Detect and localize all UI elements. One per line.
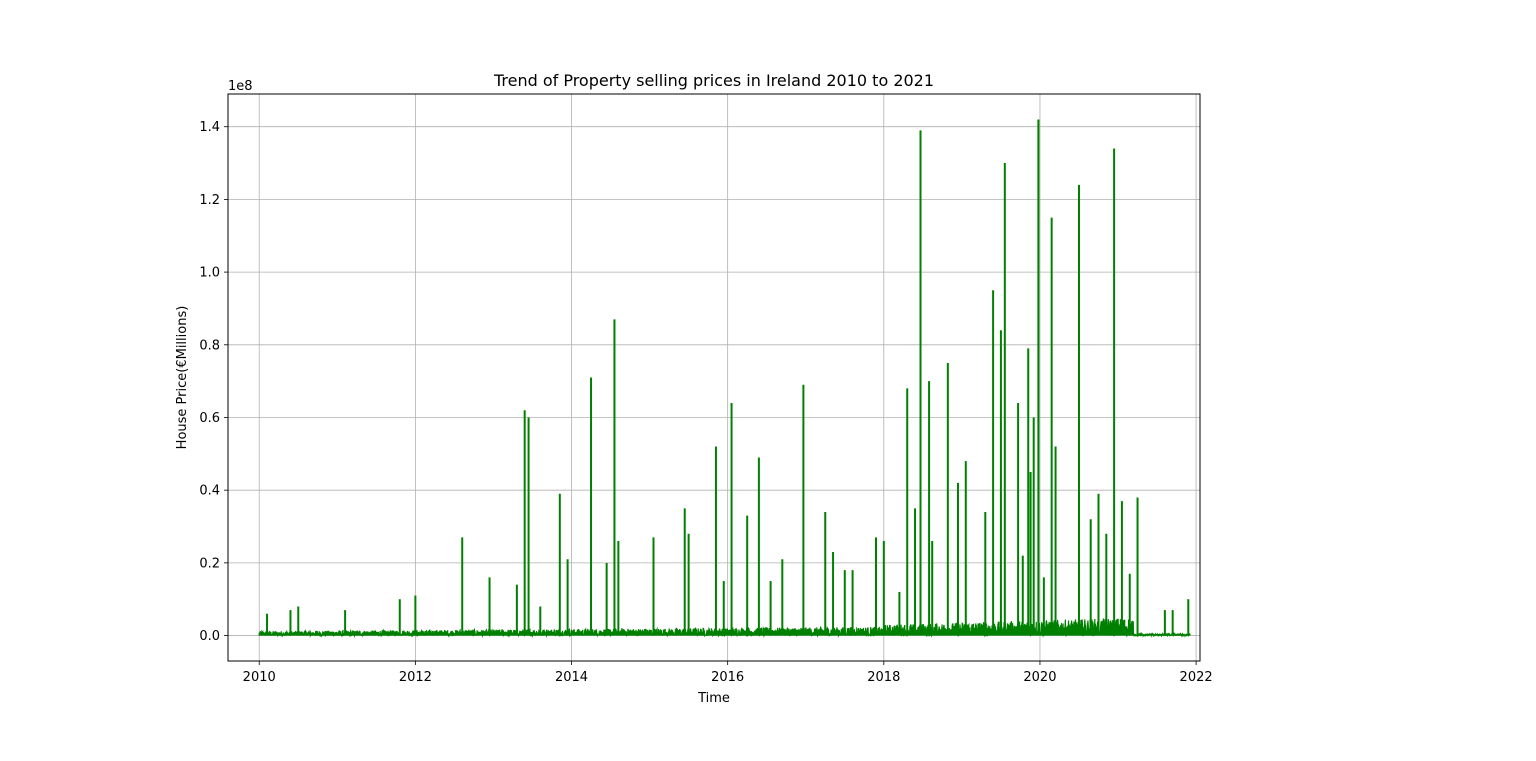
y-tick-label: 0.8 [199, 338, 220, 353]
y-tick-label: 1.4 [199, 120, 220, 135]
x-tick-label: 2012 [399, 670, 432, 685]
y-offset-label: 1e8 [228, 79, 253, 94]
y-tick-label: 0.4 [199, 484, 220, 499]
y-tick-label: 0.2 [199, 556, 220, 571]
x-tick-label: 2022 [1180, 670, 1213, 685]
x-tick-label: 2018 [867, 670, 900, 685]
chart-title: Trend of Property selling prices in Irel… [493, 71, 934, 90]
y-tick-label: 0.0 [199, 629, 220, 644]
y-tick-label: 1.0 [199, 266, 220, 281]
y-tick-label: 0.6 [199, 411, 220, 426]
data-layer [258, 119, 1191, 638]
x-axis-title: Time [697, 691, 730, 706]
baseline-series-line [258, 618, 1191, 638]
y-tick-label: 1.2 [199, 193, 220, 208]
x-tick-label: 2010 [243, 670, 276, 685]
x-tick-label: 2020 [1023, 670, 1056, 685]
y-axis-title: House Price(€Millions) [175, 306, 190, 450]
x-tick-label: 2016 [711, 670, 744, 685]
plot-frame [227, 93, 1201, 662]
ticks: 2010 2012 2014 2016 2018 2020 2022 0.0 0.2 0.4 0.6… [199, 120, 1212, 685]
x-tick-label: 2014 [555, 670, 588, 685]
plot-area [228, 94, 1200, 661]
